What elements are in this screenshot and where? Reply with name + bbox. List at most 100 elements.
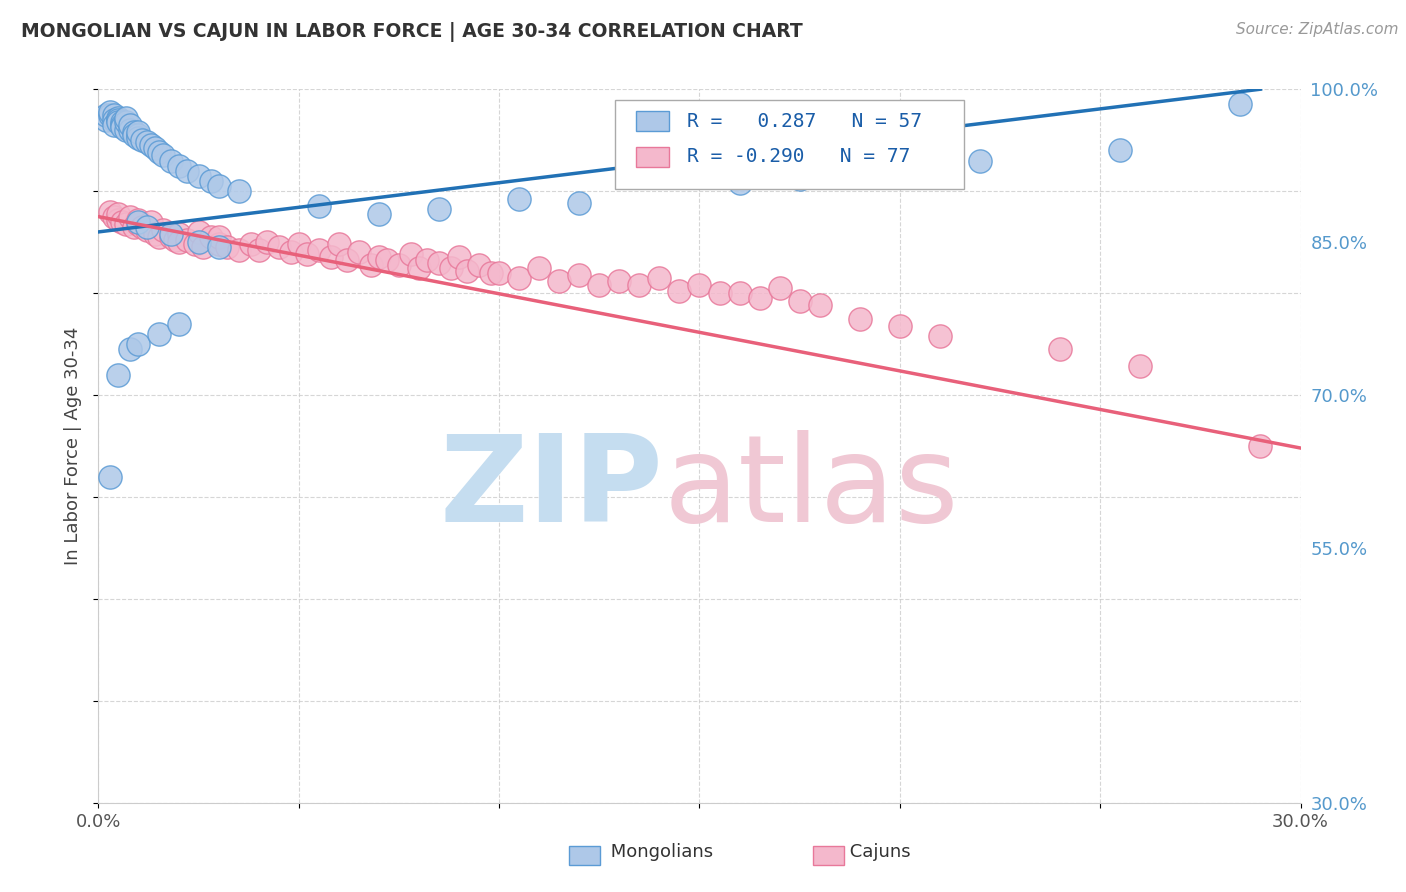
- Point: [208, 237, 231, 252]
- Point: [808, 298, 831, 312]
- Point: [103, 112, 125, 127]
- Point: [427, 202, 450, 217]
- Text: Source: ZipAtlas.com: Source: ZipAtlas.com: [1236, 22, 1399, 37]
- Point: [488, 266, 510, 280]
- Point: [143, 141, 166, 155]
- Point: [131, 219, 153, 234]
- Point: [148, 230, 170, 244]
- Text: R =   0.287   N = 57: R = 0.287 N = 57: [688, 112, 922, 131]
- Point: [648, 270, 671, 285]
- Point: [111, 215, 134, 229]
- Point: [319, 251, 342, 265]
- Point: [548, 274, 571, 288]
- Point: [440, 260, 463, 275]
- Point: [167, 317, 190, 331]
- Point: [200, 174, 222, 188]
- Point: [107, 112, 129, 127]
- Point: [128, 128, 150, 142]
- Point: [148, 326, 170, 341]
- Point: [115, 111, 138, 125]
- Point: [135, 223, 157, 237]
- Point: [120, 123, 142, 137]
- Text: Cajuns: Cajuns: [844, 843, 910, 861]
- Point: [128, 131, 150, 145]
- Point: [568, 196, 591, 211]
- Point: [159, 230, 181, 244]
- FancyBboxPatch shape: [616, 100, 965, 189]
- Point: [427, 255, 450, 269]
- Point: [135, 219, 157, 234]
- Point: [360, 258, 382, 272]
- Point: [128, 215, 150, 229]
- Point: [609, 274, 631, 288]
- Y-axis label: In Labor Force | Age 30-34: In Labor Force | Age 30-34: [65, 326, 83, 566]
- Point: [508, 270, 530, 285]
- Point: [167, 235, 190, 249]
- Point: [215, 240, 238, 254]
- Point: [159, 227, 181, 241]
- Point: [100, 104, 122, 119]
- Point: [187, 169, 209, 183]
- Point: [336, 253, 359, 268]
- Point: [167, 159, 190, 173]
- Point: [748, 291, 770, 305]
- Point: [103, 118, 125, 132]
- Point: [120, 342, 142, 356]
- Point: [208, 230, 231, 244]
- Point: [103, 210, 125, 224]
- Point: [128, 217, 150, 231]
- Point: [1229, 97, 1251, 112]
- Point: [1250, 439, 1272, 453]
- Point: [208, 179, 231, 194]
- Point: [789, 294, 811, 309]
- Point: [280, 245, 302, 260]
- Point: [107, 206, 129, 220]
- Point: [368, 206, 391, 220]
- Text: MONGOLIAN VS CAJUN IN LABOR FORCE | AGE 30-34 CORRELATION CHART: MONGOLIAN VS CAJUN IN LABOR FORCE | AGE …: [21, 22, 803, 42]
- Point: [120, 118, 142, 132]
- Point: [1129, 359, 1152, 374]
- Point: [111, 120, 134, 134]
- Point: [267, 240, 290, 254]
- Point: [239, 237, 262, 252]
- Point: [447, 251, 470, 265]
- Point: [111, 118, 134, 132]
- Point: [139, 215, 162, 229]
- Point: [148, 145, 170, 160]
- Point: [100, 469, 122, 483]
- Point: [728, 286, 751, 301]
- Point: [128, 212, 150, 227]
- Point: [96, 112, 118, 127]
- Point: [479, 266, 502, 280]
- Point: [295, 247, 318, 261]
- Point: [107, 115, 129, 129]
- Point: [628, 277, 651, 292]
- Point: [200, 230, 222, 244]
- Point: [131, 133, 153, 147]
- Point: [1109, 144, 1132, 158]
- Point: [529, 260, 551, 275]
- Point: [308, 244, 330, 258]
- Point: [849, 311, 872, 326]
- Point: [769, 281, 792, 295]
- Point: [187, 235, 209, 249]
- Point: [191, 240, 214, 254]
- FancyBboxPatch shape: [636, 112, 669, 131]
- Point: [124, 125, 146, 139]
- Point: [143, 227, 166, 241]
- Point: [568, 268, 591, 282]
- Point: [368, 251, 391, 265]
- Point: [176, 233, 198, 247]
- Point: [152, 148, 174, 162]
- Point: [115, 123, 138, 137]
- Point: [508, 192, 530, 206]
- Point: [929, 329, 952, 343]
- Point: [159, 153, 181, 168]
- Point: [167, 227, 190, 241]
- Point: [176, 163, 198, 178]
- Point: [115, 217, 138, 231]
- Point: [115, 115, 138, 129]
- Point: [456, 263, 478, 277]
- Text: Mongolians: Mongolians: [605, 843, 713, 861]
- Point: [208, 240, 231, 254]
